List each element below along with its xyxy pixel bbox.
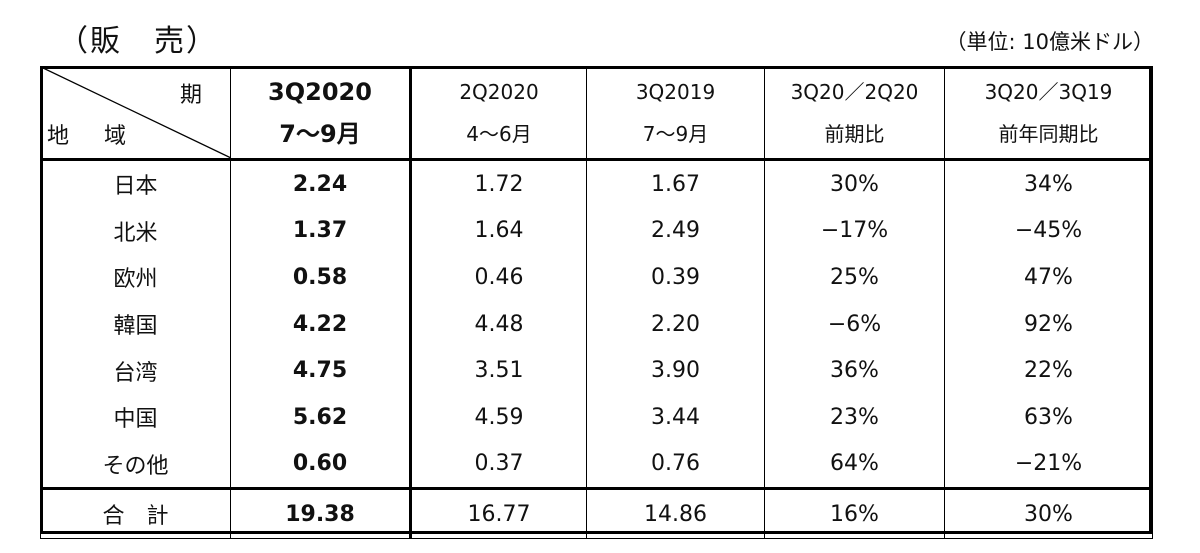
value-cell: 3.90	[586, 347, 765, 394]
value-cell: 0.60	[230, 440, 412, 489]
col-header-3q2019: 3Q2019 7〜9月	[586, 66, 765, 161]
col-header-yoy: 3Q20／3Q19 前年同期比	[944, 66, 1153, 161]
value-cell: −17%	[764, 207, 945, 255]
col-header-2q2020: 2Q2020 4〜6月	[410, 66, 587, 161]
region-cell: 欧州	[40, 254, 231, 301]
total-value-cell: 16.77	[410, 487, 587, 540]
value-cell: 0.76	[586, 440, 765, 489]
value-cell: 1.67	[586, 159, 765, 208]
col-header-qoq: 3Q20／2Q20 前期比	[764, 66, 945, 161]
region-cell: 中国	[40, 393, 231, 441]
value-cell: 36%	[764, 347, 945, 394]
table-row: 台湾 4.75 3.51 3.90 36% 22%	[40, 347, 1153, 394]
value-cell: 5.62	[230, 393, 412, 441]
table-title: （販 売）	[58, 24, 218, 59]
value-cell: 4.22	[230, 300, 412, 348]
value-cell: 25%	[764, 254, 945, 301]
header-row: 期 地 域 3Q2020 7〜9月 2Q2020 4〜6月 3Q2019 7〜9月 3…	[40, 66, 1153, 161]
total-label: 合計	[40, 487, 231, 540]
value-cell: 63%	[944, 393, 1153, 441]
value-cell: 64%	[764, 440, 945, 489]
value-cell: 2.24	[230, 159, 412, 208]
table-row: 韓国 4.22 4.48 2.20 −6% 92%	[40, 300, 1153, 348]
value-cell: 2.20	[586, 300, 765, 348]
value-cell: 47%	[944, 254, 1153, 301]
corner-period-label: 期	[179, 83, 202, 108]
table-row: その他 0.60 0.37 0.76 64% −21%	[40, 440, 1153, 489]
diagonal-divider	[41, 67, 231, 158]
sales-table: 期 地 域 3Q2020 7〜9月 2Q2020 4〜6月 3Q2019 7〜9月 3…	[40, 66, 1153, 540]
value-cell: 3.51	[410, 347, 587, 394]
value-cell: 4.75	[230, 347, 412, 394]
total-value-cell: 19.38	[230, 487, 412, 540]
region-cell: 台湾	[40, 347, 231, 394]
value-cell: 0.46	[410, 254, 587, 301]
region-cell: 北米	[40, 207, 231, 255]
table-row: 欧州 0.58 0.46 0.39 25% 47%	[40, 254, 1153, 301]
value-cell: 0.37	[410, 440, 587, 489]
corner-region-label: 地 域	[47, 124, 140, 149]
value-cell: 1.37	[230, 207, 412, 255]
table-row: 中国 5.62 4.59 3.44 23% 63%	[40, 393, 1153, 441]
value-cell: 0.39	[586, 254, 765, 301]
value-cell: 30%	[764, 159, 945, 208]
region-cell: 韓国	[40, 300, 231, 348]
corner-cell: 期 地 域	[40, 66, 231, 161]
total-value-cell: 30%	[944, 487, 1153, 540]
value-cell: 1.64	[410, 207, 587, 255]
value-cell: −6%	[764, 300, 945, 348]
region-cell: 日本	[40, 159, 231, 208]
value-cell: 3.44	[586, 393, 765, 441]
value-cell: 1.72	[410, 159, 587, 208]
value-cell: 34%	[944, 159, 1153, 208]
value-cell: −45%	[944, 207, 1153, 255]
table-row: 日本 2.24 1.72 1.67 30% 34%	[40, 159, 1153, 208]
total-value-cell: 16%	[764, 487, 945, 540]
value-cell: 2.49	[586, 207, 765, 255]
total-row: 合計 19.38 16.77 14.86 16% 30%	[40, 487, 1153, 540]
value-cell: −21%	[944, 440, 1153, 489]
value-cell: 22%	[944, 347, 1153, 394]
value-cell: 92%	[944, 300, 1153, 348]
value-cell: 4.59	[410, 393, 587, 441]
table-row: 北米 1.37 1.64 2.49 −17% −45%	[40, 207, 1153, 255]
value-cell: 4.48	[410, 300, 587, 348]
value-cell: 0.58	[230, 254, 412, 301]
col-header-3q2020: 3Q2020 7〜9月	[230, 66, 412, 161]
unit-note: （単位: 10億米ドル）	[945, 30, 1154, 54]
total-value-cell: 14.86	[586, 487, 765, 540]
region-cell: その他	[40, 440, 231, 489]
value-cell: 23%	[764, 393, 945, 441]
